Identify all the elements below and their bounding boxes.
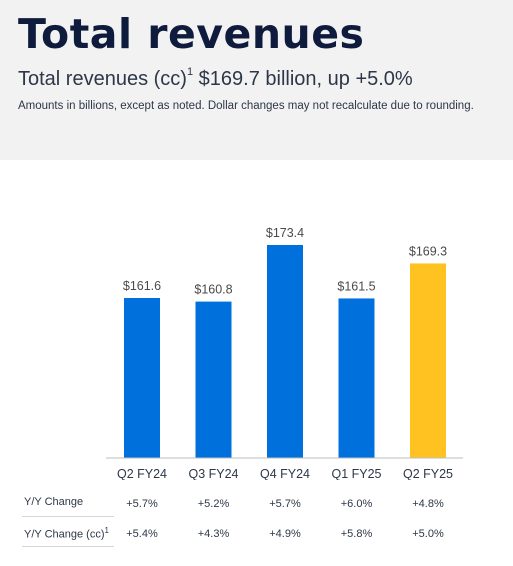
yy-row-divider [22,516,114,517]
header-band: Total revenues Total revenues (cc)1 $169… [0,0,513,160]
bar-4 [410,263,446,458]
page-title: Total revenues [18,10,365,58]
subtitle: Total revenues (cc)1 $169.7 billion, up … [18,66,413,91]
subtitle-footnote-marker: 1 [186,66,194,79]
yy-value-3: +5.8% [340,528,373,540]
yy-value-3: +6.0% [340,498,373,510]
bar-0 [124,298,160,458]
category-label-1: Q3 FY24 [188,467,238,480]
yy-value-1: +5.2% [197,498,230,510]
category-label-0: Q2 FY24 [117,467,167,480]
data-label-2: $173.4 [266,226,304,240]
yy-value-4: +4.8% [412,498,444,510]
yy-row-1: Y/Y Change (cc)1 +5.4% +4.3% +4.9% +5.8% +5.0… [0,526,513,552]
subtitle-value: $169.7 billion, up +5.0% [193,68,413,90]
yy-value-2: +5.7% [269,498,301,510]
data-label-4: $169.3 [409,244,447,258]
yy-row-footnote-marker: 1 [104,526,109,535]
yy-row-label: Y/Y Change (cc)1 [24,526,109,541]
yy-row-label-text: Y/Y Change [24,496,84,508]
yy-row-label: Y/Y Change [24,496,83,508]
yy-row-0: Y/Y Change +5.7% +5.2% +5.7% +6.0% +4.8% [0,496,513,522]
amounts-note: Amounts in billions, except as noted. Do… [18,100,474,112]
bar-2 [267,245,303,458]
subtitle-prefix: Total revenues (cc) [18,68,187,90]
bar-3 [338,298,375,458]
yy-row-label-text: Y/Y Change (cc) [24,528,105,541]
data-label-3: $161.5 [337,279,375,293]
yy-value-1: +4.3% [197,528,230,540]
bar-1 [195,301,232,458]
yy-value-0: +5.7% [126,498,158,510]
yy-value-2: +4.9% [269,528,301,540]
yy-value-4: +5.0% [412,528,444,540]
category-label-2: Q4 FY24 [260,467,310,480]
data-label-0: $161.6 [123,279,161,293]
category-label-3: Q1 FY25 [331,467,381,480]
data-label-1: $160.8 [194,283,232,297]
yy-value-0: +5.4% [126,528,158,540]
category-label-4: Q2 FY25 [403,467,453,480]
revenue-bar-chart: $161.6 Q2 FY24 $160.8 Q3 FY24 $173.4 Q4 FY24 $… [106,226,463,480]
yy-row-divider [22,546,114,547]
